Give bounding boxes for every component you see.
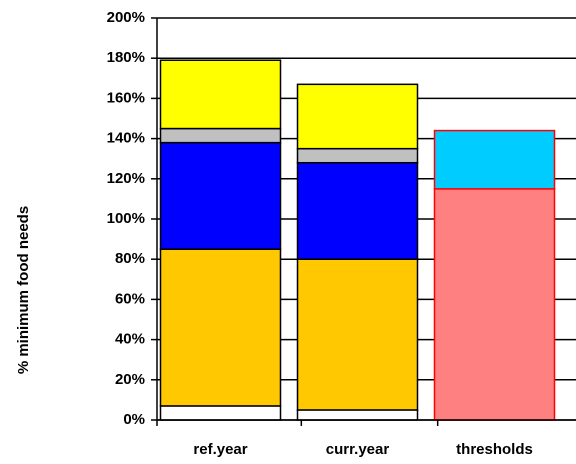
- y-tick-label: 40%: [115, 331, 145, 348]
- bar-segment: [159, 405, 282, 421]
- bar-segment: [296, 161, 419, 260]
- y-tick-label: 0%: [123, 411, 145, 428]
- y-tick-label: 60%: [115, 290, 145, 307]
- y-tick-label: 20%: [115, 371, 145, 388]
- bar-segment: [433, 129, 556, 190]
- bar-segment: [433, 188, 556, 421]
- bar-segment: [296, 83, 419, 150]
- y-tick-label: 80%: [115, 250, 145, 267]
- x-tick-label: curr.year: [326, 441, 390, 458]
- y-axis-label: % minimum food needs: [15, 206, 32, 374]
- bar-segment: [159, 127, 282, 144]
- bar-segment: [159, 59, 282, 130]
- bar-segment: [296, 147, 419, 164]
- x-tick-label: ref.year: [193, 441, 247, 458]
- y-tick-label: 140%: [107, 130, 145, 147]
- y-tick-label: 120%: [107, 170, 145, 187]
- bar-segment: [159, 141, 282, 250]
- x-tick-label: thresholds: [456, 441, 533, 458]
- bar-segment: [296, 409, 419, 421]
- y-tick-label: 200%: [107, 9, 145, 26]
- y-tick-label: 160%: [107, 89, 145, 106]
- bar-segment: [296, 258, 419, 411]
- y-tick-label: 100%: [107, 210, 145, 227]
- y-tick-label: 180%: [107, 49, 145, 66]
- bar-segment: [159, 248, 282, 407]
